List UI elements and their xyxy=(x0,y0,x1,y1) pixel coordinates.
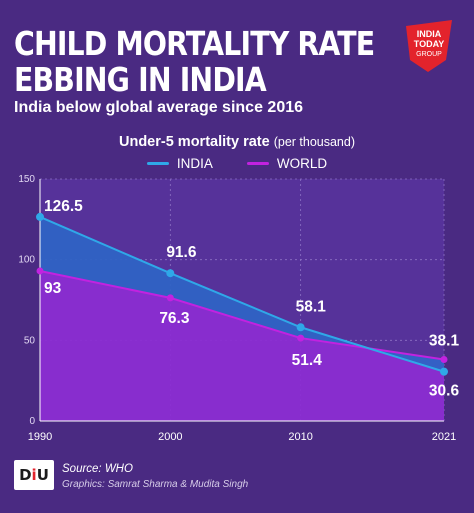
india-point-2010 xyxy=(296,323,305,332)
headline-line-2: EBBING IN INDIA xyxy=(14,60,267,99)
x-tick-label-2000: 2000 xyxy=(158,431,182,443)
world-point-2000 xyxy=(166,294,174,302)
legend-swatch-india xyxy=(146,162,169,165)
india-point-1990 xyxy=(36,212,44,221)
legend-item-world: WORLD xyxy=(246,156,328,171)
india-point-2021 xyxy=(440,367,448,376)
world-point-2010 xyxy=(297,334,305,342)
subheadline: India below global average since 2016 xyxy=(14,99,304,116)
legend-item-india: INDIA xyxy=(146,156,213,171)
world-point-2021 xyxy=(440,356,448,364)
india-data-label-1990: 126.5 xyxy=(44,198,83,215)
y-tick-label-150: 150 xyxy=(18,174,35,185)
credit-text: Graphics: Samrat Sharma & Mudita Singh xyxy=(62,479,249,490)
india-data-label-2021: 30.6 xyxy=(429,383,460,400)
legend-label-india: INDIA xyxy=(176,156,213,171)
headline-line-1: CHILD MORTALITY RATE xyxy=(14,24,375,63)
diu-logo-u: U xyxy=(36,466,49,484)
y-tick-label-50: 50 xyxy=(24,335,36,346)
x-tick-label-2010: 2010 xyxy=(288,431,312,443)
india-data-label-2010: 58.1 xyxy=(296,298,327,315)
world-data-label-2021: 38.1 xyxy=(429,333,460,350)
source-text: Source: WHO xyxy=(62,463,133,475)
india-line xyxy=(39,215,445,373)
world-data-label-2010: 51.4 xyxy=(292,352,323,369)
diu-logo-i: i xyxy=(31,466,37,484)
diu-logo: DiU xyxy=(14,460,54,490)
india-today-group-logo: INDIA TODAY GROUP xyxy=(406,20,452,72)
logo-line-2: TODAY xyxy=(414,39,445,49)
world-area xyxy=(40,270,444,421)
chart-title-main: Under-5 mortality rate xyxy=(118,134,270,150)
logo-line-3: GROUP xyxy=(416,51,442,58)
headline: CHILD MORTALITY RATE EBBING IN INDIA xyxy=(14,24,375,99)
footer: DiU Source: WHO Graphics: Samrat Sharma … xyxy=(14,460,314,494)
logo-line-1: INDIA xyxy=(417,29,442,39)
diu-logo-d: D xyxy=(19,466,32,484)
world-point-1990 xyxy=(36,267,44,275)
world-data-label-1990: 93 xyxy=(44,280,62,297)
x-tick-label-1990: 1990 xyxy=(28,431,52,443)
y-tick-label-0: 0 xyxy=(29,416,35,427)
india-point-2000 xyxy=(166,269,175,278)
world-data-label-2000: 76.3 xyxy=(159,310,190,327)
legend-label-world: WORLD xyxy=(276,156,328,171)
india-data-label-2000: 91.6 xyxy=(166,244,197,261)
legend-swatch-world xyxy=(246,162,269,165)
chart-title: Under-5 mortality rate (per thousand) xyxy=(0,134,474,150)
y-tick-label-100: 100 xyxy=(18,255,35,266)
chart-title-note: (per thousand) xyxy=(273,135,356,149)
chart-legend: INDIA WORLD xyxy=(0,156,474,171)
india-gap-area xyxy=(40,216,444,372)
x-tick-label-2021: 2021 xyxy=(432,431,456,443)
